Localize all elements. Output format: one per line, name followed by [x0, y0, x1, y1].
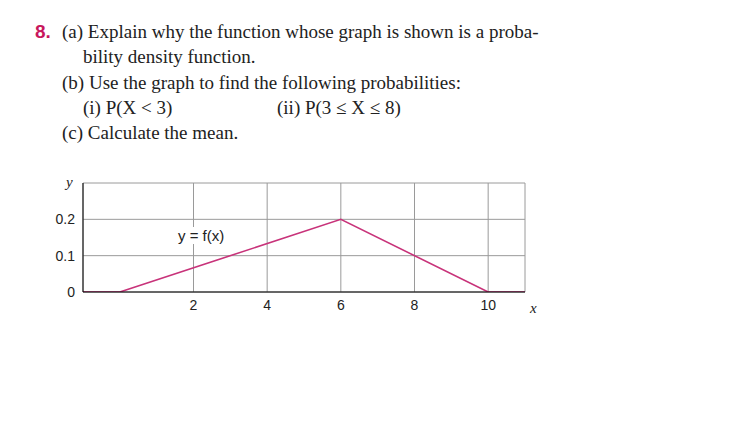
html-text:(i) P(X < 3): (i) P(X < 3) — [83, 97, 173, 118]
svg-text:4: 4 — [263, 297, 271, 313]
html-text:x: x — [530, 300, 537, 316]
html-text:8.: 8. — [35, 21, 51, 42]
html-text:y: y — [66, 174, 73, 190]
svg-text:10: 10 — [480, 297, 496, 313]
html-text:(c) Calculate the mean.: (c) Calculate the mean. — [62, 122, 239, 143]
html-text:(b) Use the graph to find the: (b) Use the graph to find the following … — [62, 72, 461, 93]
svg-text:0.2: 0.2 — [56, 211, 76, 227]
html-text:(a) Explain why the function w: (a) Explain why the function whose graph… — [62, 21, 539, 42]
svg-text:6: 6 — [337, 297, 345, 313]
svg-text:8: 8 — [411, 297, 419, 313]
svg-text:0: 0 — [67, 284, 75, 300]
svg-text:2: 2 — [190, 297, 198, 313]
html-text:y = f(x): y = f(x) — [178, 227, 225, 244]
html-text:bility density function.: bility density function. — [83, 46, 256, 67]
html-text:(ii) P(3 ≤ X ≤ 8): (ii) P(3 ≤ X ≤ 8) — [277, 97, 401, 118]
svg-text:0.1: 0.1 — [56, 248, 76, 264]
